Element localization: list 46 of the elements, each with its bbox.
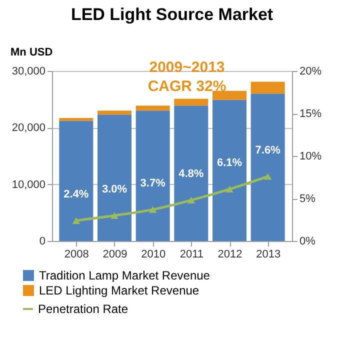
bar	[98, 114, 132, 241]
y2-tick-label: 15%	[300, 108, 322, 120]
legend-label: LED Lighting Market Revenue	[39, 284, 200, 298]
data-label: 3.7%	[140, 178, 166, 190]
point	[148, 206, 157, 213]
bar	[212, 90, 246, 100]
y-tick-label: 10,000	[12, 178, 46, 191]
point	[110, 212, 118, 219]
x-tick-label: 2009	[102, 248, 128, 260]
point	[264, 173, 272, 180]
x-tick-label: 2011	[180, 248, 204, 260]
point	[187, 196, 196, 204]
bar	[174, 106, 208, 241]
data-label: 3.0%	[102, 184, 128, 196]
data-label: 2.4%	[64, 188, 89, 201]
x-tick-label: 2012	[218, 248, 242, 260]
legend-label: Tradition Lamp Market Revenue	[39, 268, 210, 282]
y-axis-title: Mn USD	[10, 46, 53, 58]
chart-title: LED Light Source Market	[70, 5, 274, 24]
data-label: 4.8%	[178, 168, 204, 180]
bar	[136, 110, 170, 241]
y-tick-label: 0	[39, 236, 46, 248]
y2-tick-label: 20%	[300, 66, 322, 78]
y-tick-label: 20,000	[12, 122, 46, 134]
annotation: CAGR 32%	[148, 78, 226, 95]
bar	[98, 110, 132, 115]
bar	[59, 118, 94, 121]
y2-tick-label: 0%	[300, 236, 316, 248]
y-tick-label: 30,000	[12, 66, 46, 78]
x-tick-label: 2010	[141, 248, 166, 260]
point	[226, 186, 234, 193]
point	[72, 217, 80, 224]
bar	[250, 94, 285, 241]
bar	[174, 98, 208, 106]
bar	[250, 82, 285, 94]
bar	[212, 100, 246, 241]
bar	[136, 106, 170, 111]
x-tick-label: 2008	[64, 248, 89, 260]
data-label: 6.1%	[216, 157, 242, 170]
bar	[59, 120, 94, 241]
annotation: 2009~2013	[149, 59, 225, 76]
legend-label: Penetration Rate	[38, 302, 128, 316]
y2-tick-label: 5%	[300, 193, 316, 205]
x-tick-label: 2013	[256, 248, 281, 260]
y2-tick-label: 10%	[300, 150, 322, 162]
data-label: 7.6%	[255, 144, 281, 156]
